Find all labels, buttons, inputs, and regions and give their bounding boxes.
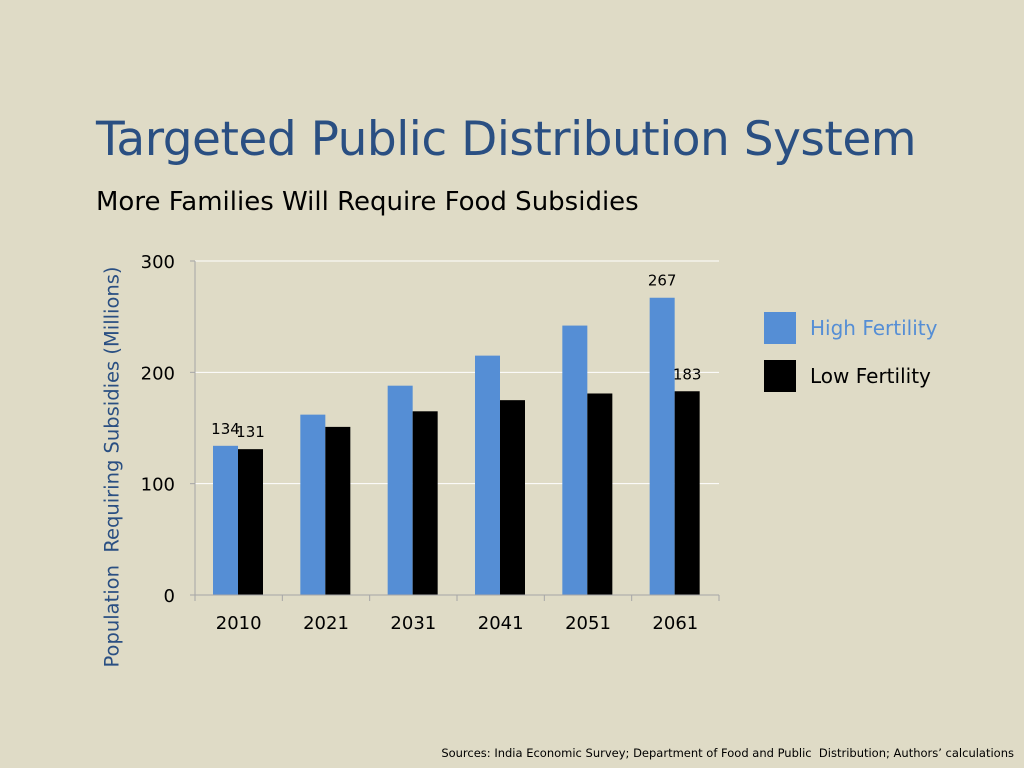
bar-high-fertility-2031 (387, 385, 413, 595)
y-tick-label-200: 200 (141, 363, 175, 384)
x-tick-label-2061: 2061 (652, 613, 698, 634)
legend-item-low-fertility: Low Fertility (764, 360, 937, 392)
data-label-high-fertility-2010: 134 (211, 420, 240, 438)
bar-low-fertility-2010 (238, 449, 263, 595)
legend-swatch-high-fertility (764, 312, 796, 344)
y-tick-label-300: 300 (141, 252, 175, 273)
legend-label-low-fertility: Low Fertility (810, 364, 931, 388)
bar-high-fertility-2041 (475, 355, 500, 595)
slide-title: Targeted Public Distribution System (96, 112, 917, 167)
data-label-high-fertility-2061: 267 (648, 272, 677, 290)
bar-low-fertility-2021 (325, 426, 351, 595)
y-tick-label-0: 0 (164, 586, 175, 607)
bar-low-fertility-2061 (674, 391, 700, 595)
chart-legend: High Fertility Low Fertility (764, 312, 937, 408)
bar-chart: 0 100 200 300 2010 2021 2031 2041 2051 2061 134 267… (141, 252, 720, 634)
legend-swatch-low-fertility (764, 360, 796, 392)
slide-subtitle: More Families Will Require Food Subsidie… (96, 187, 639, 217)
bar-low-fertility-2041 (500, 400, 525, 595)
sources-note: Sources: India Economic Survey; Departme… (441, 746, 1014, 760)
data-label-low-fertility-2061: 183 (673, 365, 702, 383)
bar-high-fertility-2061 (649, 297, 675, 595)
bar-low-fertility-2031 (412, 411, 438, 595)
bar-high-fertility-2010 (213, 445, 238, 595)
bar-low-fertility-2051 (587, 393, 613, 595)
bar-high-fertility-2021 (300, 414, 326, 595)
x-tick-label-2010: 2010 (216, 613, 262, 634)
x-tick-label-2021: 2021 (303, 613, 349, 634)
x-tick-label-2041: 2041 (478, 613, 524, 634)
x-tick-label-2031: 2031 (390, 613, 436, 634)
legend-item-high-fertility: High Fertility (764, 312, 937, 344)
data-label-low-fertility-2010: 131 (236, 423, 265, 441)
bar-high-fertility-2051 (562, 325, 588, 595)
y-tick-label-100: 100 (141, 475, 175, 496)
legend-label-high-fertility: High Fertility (810, 316, 938, 340)
x-tick-label-2051: 2051 (565, 613, 611, 634)
